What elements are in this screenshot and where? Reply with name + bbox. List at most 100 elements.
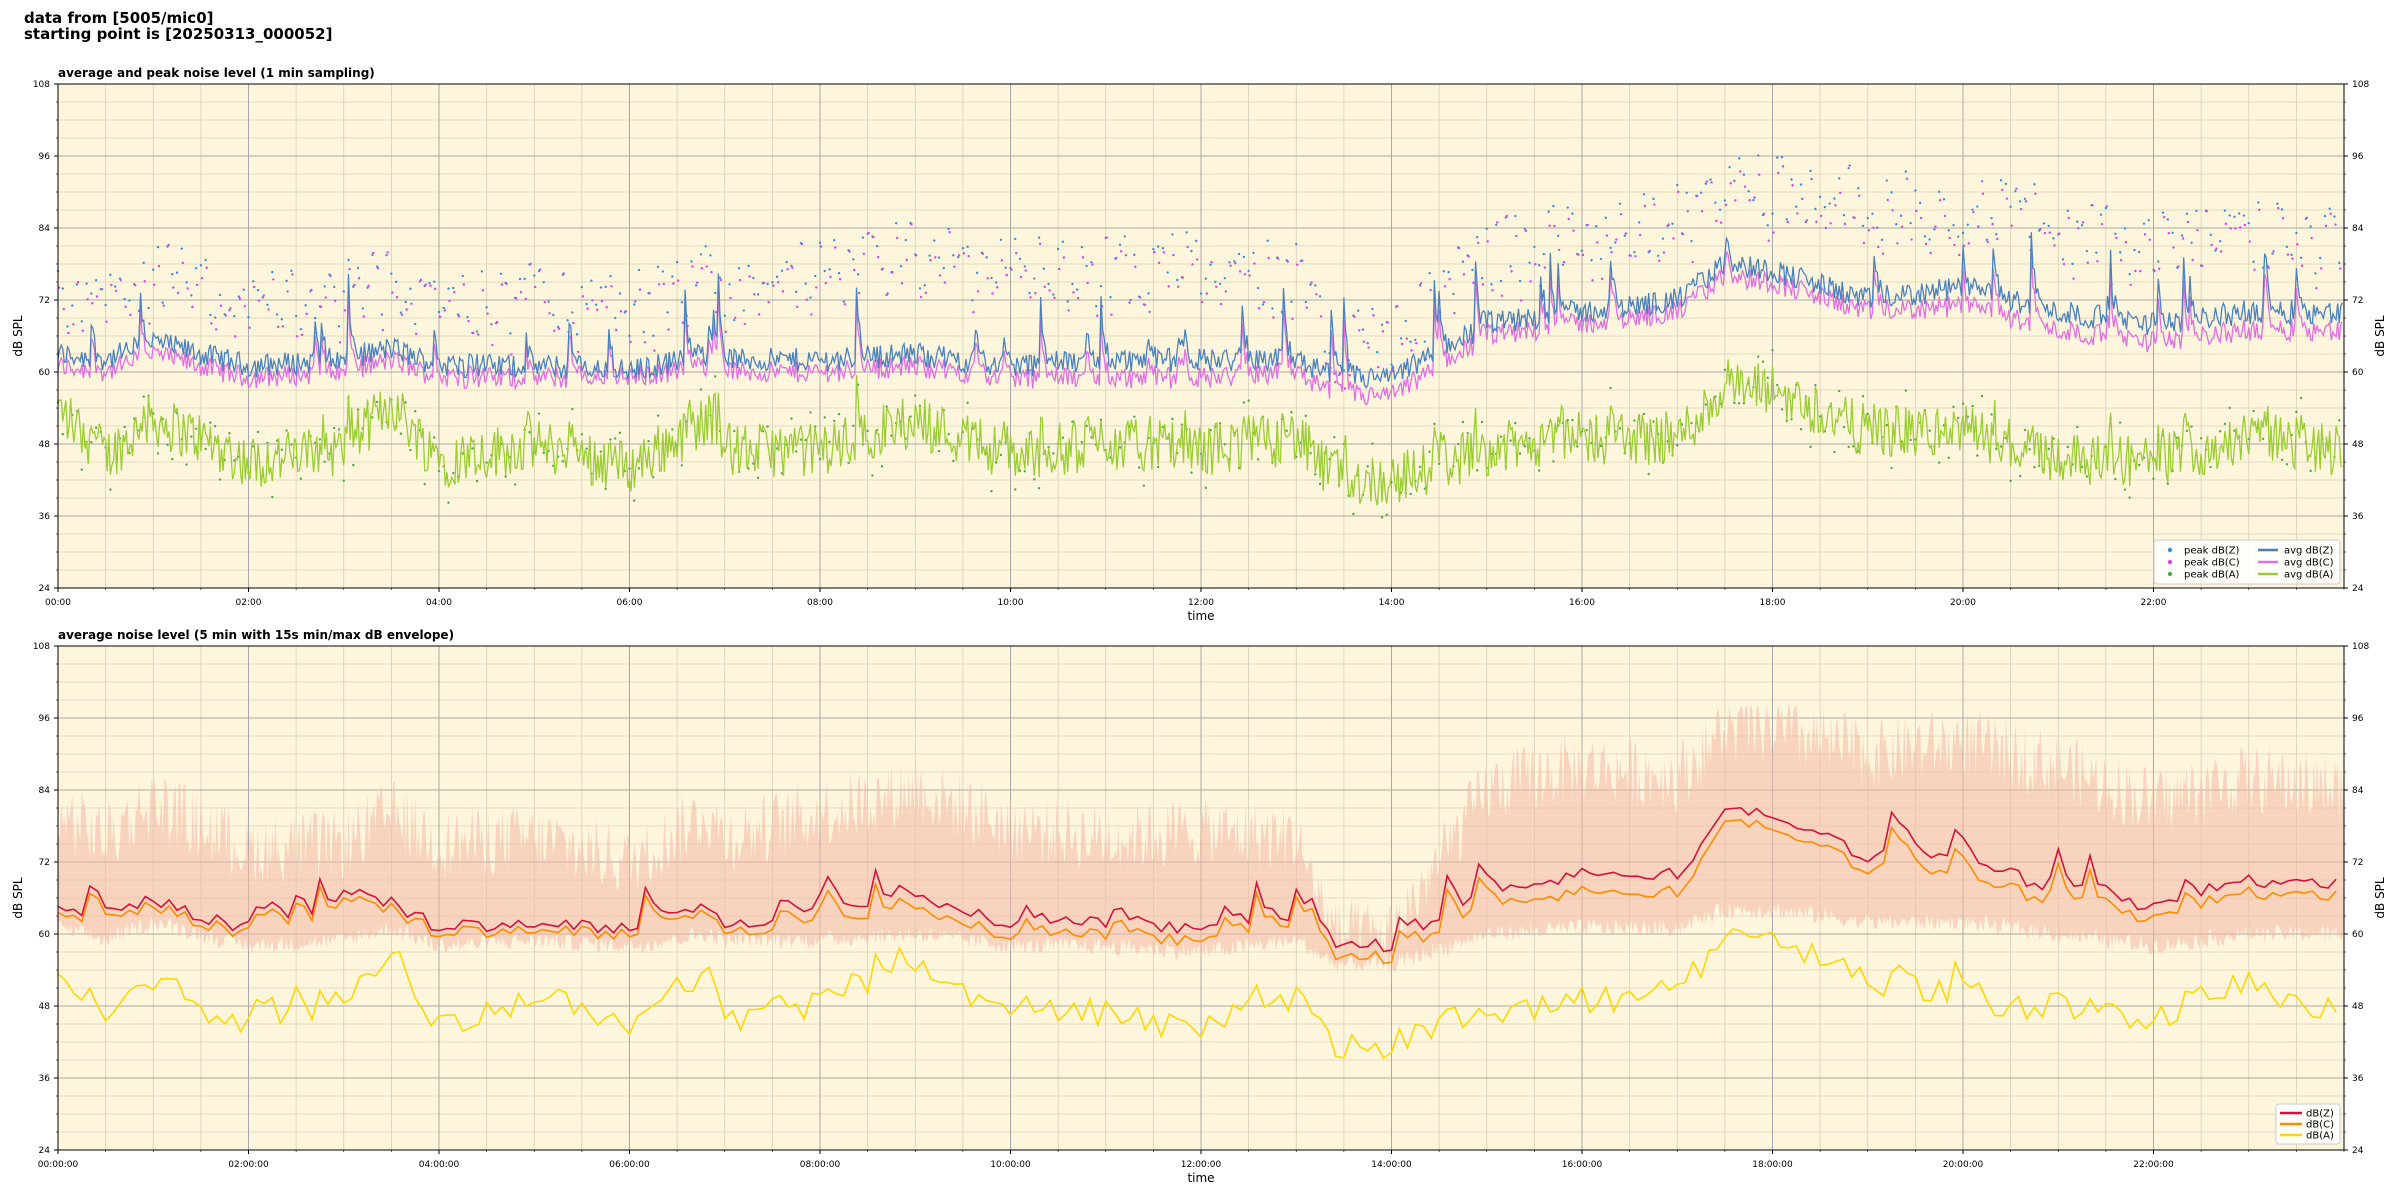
peak-z-point: [1899, 214, 1903, 218]
peak-c-point: [2081, 221, 2085, 224]
peak-z-point: [656, 265, 660, 269]
peak-a-point: [714, 375, 717, 378]
peak-z-point: [2195, 209, 2198, 213]
peak-z-point: [566, 319, 569, 322]
peak-z-point: [152, 268, 155, 271]
peak-a-point: [890, 434, 893, 437]
peak-c-point: [1772, 231, 1775, 234]
peak-c-point: [986, 277, 989, 280]
peak-a-point: [1461, 420, 1465, 424]
peak-z-point: [1790, 178, 1793, 181]
x-tick-label: 16:00: [1569, 598, 1595, 608]
y-tick-label: 108: [2352, 80, 2369, 90]
peak-c-point: [924, 291, 927, 295]
peak-z-point: [75, 283, 79, 286]
peak-c-point: [1705, 180, 1709, 183]
peak-c-point: [1000, 259, 1004, 262]
peak-c-point: [2077, 227, 2080, 230]
peak-z-point: [1814, 207, 1817, 211]
peak-a-point: [475, 479, 479, 483]
peak-z-point: [313, 316, 317, 320]
peak-z-point: [399, 311, 403, 314]
peak-a-point: [61, 433, 64, 436]
peak-a-point: [275, 439, 279, 442]
peak-z-point: [171, 273, 174, 276]
peak-c-point: [1838, 191, 1842, 194]
peak-z-point: [1480, 276, 1484, 280]
peak-c-point: [1415, 341, 1418, 345]
peak-c-point: [362, 315, 365, 318]
peak-c-point: [548, 312, 551, 315]
peak-z-point: [1099, 284, 1103, 288]
peak-z-point: [1080, 245, 1084, 249]
peak-c-point: [1300, 259, 1304, 262]
peak-c-point: [238, 297, 242, 300]
peak-z-point: [1933, 228, 1936, 231]
avg-z-line: [57, 232, 2343, 390]
legend-label: dB(C): [2306, 1120, 2334, 1131]
peak-c-point: [300, 333, 304, 337]
peak-z-point: [1409, 340, 1412, 343]
peak-z-point: [1295, 242, 1298, 246]
peak-a-point: [271, 495, 274, 499]
peak-a-point: [190, 435, 193, 438]
peak-z-point: [475, 330, 479, 333]
peak-a-point: [1099, 418, 1103, 422]
peak-z-point: [728, 283, 731, 286]
peak-z-point: [666, 311, 669, 314]
peak-a-point: [1837, 389, 1841, 393]
peak-z-point: [1952, 223, 1955, 227]
peak-c-point: [1024, 269, 1027, 272]
peak-z-point: [523, 277, 526, 280]
peak-c-point: [1410, 349, 1413, 352]
peak-a-point: [90, 440, 93, 444]
peak-c-point: [148, 322, 151, 325]
peak-a-point: [2076, 425, 2079, 429]
peak-a-point: [209, 421, 212, 424]
peak-z-point: [1499, 279, 1503, 283]
peak-c-point: [1238, 270, 1242, 273]
minmax-envelope: [58, 706, 2344, 973]
peak-c-point: [1205, 292, 1208, 295]
peak-z-point: [1990, 216, 1993, 220]
peak-a-point: [166, 443, 169, 447]
peak-c-point: [2053, 244, 2056, 247]
peak-a-point: [1733, 401, 1736, 405]
peak-a-point: [1071, 420, 1074, 423]
data-source-label: data from [5005/mic0]: [24, 9, 214, 27]
peak-z-point: [1066, 300, 1069, 303]
peak-z-point: [2299, 256, 2303, 260]
peak-z-point: [2114, 232, 2117, 236]
peak-a-point: [1371, 442, 1374, 445]
peak-c-point: [795, 305, 799, 309]
peak-z-point: [1714, 201, 1717, 204]
peak-c-point: [124, 305, 127, 308]
peak-z-point: [1828, 202, 1831, 205]
peak-a-point: [1957, 416, 1960, 420]
peak-c-point: [243, 305, 246, 308]
peak-a-point: [447, 501, 450, 504]
peak-c-point: [1296, 263, 1299, 266]
peak-a-point: [561, 460, 565, 463]
peak-a-point: [837, 412, 841, 416]
peak-a-point: [213, 424, 217, 428]
peak-a-point: [1909, 438, 1912, 442]
peak-c-point: [1534, 262, 1537, 266]
peak-a-point: [1757, 355, 1760, 358]
x-tick-label: 18:00:00: [1752, 1160, 1793, 1170]
peak-c-point: [2043, 231, 2047, 235]
peak-c-point: [867, 231, 870, 235]
peak-c-point: [1457, 246, 1461, 250]
peak-c-point: [800, 242, 804, 246]
peak-c-point: [76, 281, 80, 284]
peak-z-point: [1904, 170, 1908, 173]
peak-c-point: [129, 313, 132, 317]
peak-c-point: [1343, 387, 1347, 390]
peak-z-point: [1195, 239, 1198, 243]
peak-a-point: [2338, 419, 2341, 422]
peak-z-point: [1304, 300, 1307, 304]
peak-a-point: [1847, 445, 1850, 449]
peak-c-point: [848, 250, 851, 253]
peak-c-point: [1877, 245, 1880, 249]
